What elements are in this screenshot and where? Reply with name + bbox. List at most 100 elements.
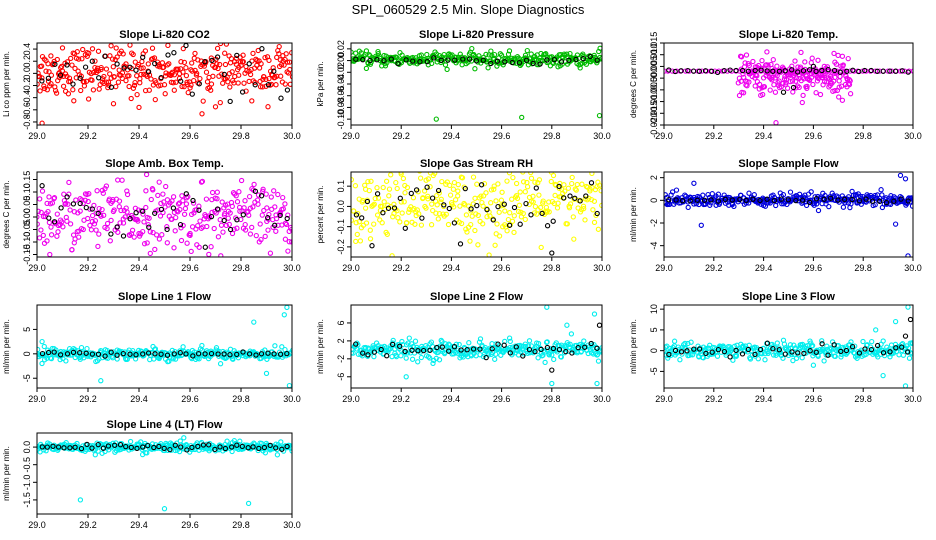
data-point [114,54,120,60]
data-point [567,341,573,347]
data-point [558,59,565,65]
data-point [84,345,90,352]
data-point [761,84,768,90]
y-tick-label: -0.6 [22,102,32,118]
data-point [214,206,221,212]
data-point [493,198,499,204]
data-point [596,112,602,119]
data-point [819,67,825,74]
data-point [807,197,814,203]
data-point [840,204,847,210]
y-tick-label: -0.1 [336,219,346,235]
data-point [183,351,189,357]
data-point [240,58,246,65]
data-point [249,98,255,104]
data-point [351,208,357,214]
data-point [800,68,807,74]
data-point [550,218,556,224]
panel-title: Slope Amb. Box Temp. [105,158,224,170]
data-point [415,348,421,354]
x-tick-label: 29.4 [130,394,148,404]
data-point [522,343,529,350]
data-point [271,68,277,74]
x-tick-label: 30.0 [593,263,611,273]
data-point [833,61,840,67]
data-point [507,344,513,351]
x-tick-label: 29.8 [854,394,872,404]
data-point [85,198,91,205]
data-point [175,66,181,72]
data-point [464,229,470,235]
data-point [208,350,215,357]
data-point [475,212,481,219]
y-tick-label: 0.4 [22,43,32,56]
data-point [149,45,156,51]
data-point [78,87,84,94]
data-point [103,66,110,72]
data-point [685,67,691,74]
data-point [772,89,779,95]
data-point [863,196,869,202]
data-point [98,64,104,71]
data-point [229,69,235,75]
data-point [509,218,516,224]
data-point [57,72,64,78]
data-point [138,71,144,78]
data-point [514,195,521,202]
data-point [258,61,264,67]
data-point [184,79,190,85]
data-point [195,223,201,229]
data-point [50,443,56,449]
data-point [583,193,589,199]
data-point [470,346,477,352]
data-point [366,187,372,194]
data-point [62,71,69,77]
data-point [825,352,831,358]
data-point [475,242,481,248]
points [37,305,292,388]
data-point [684,348,690,354]
data-point [666,351,672,358]
data-point [217,444,223,450]
data-point [501,201,507,207]
y-tick-label: 0.005 [649,55,659,78]
data-point [544,57,550,63]
data-point [397,195,403,201]
data-point [784,85,791,91]
data-point [395,60,401,67]
data-point [899,341,906,347]
data-point [140,54,146,60]
data-point [445,221,452,228]
data-point [128,95,134,102]
data-point [258,193,265,199]
data-point [496,233,503,239]
data-point [276,43,282,50]
data-point [575,344,581,351]
data-point [815,57,821,63]
data-point [143,204,149,211]
data-point [146,87,152,93]
data-point [563,348,569,355]
data-point [277,57,283,63]
data-point [874,342,881,349]
data-point [223,43,230,47]
data-point [95,210,101,217]
data-point [65,201,71,207]
data-point [826,203,832,210]
y-tick-label: -5 [22,374,32,382]
data-point [156,443,162,450]
data-point [552,192,558,199]
data-point [371,201,377,207]
panel-title: Slope Gas Stream RH [420,158,533,170]
data-point [673,197,679,203]
data-point [153,232,160,238]
data-point [196,207,202,213]
data-point [140,351,146,357]
data-point [257,84,264,90]
data-point [189,91,195,97]
y-tick-label: -0.10 [336,109,346,130]
data-point [714,353,721,359]
points [664,305,913,388]
data-point [180,198,186,204]
data-point [66,179,72,186]
